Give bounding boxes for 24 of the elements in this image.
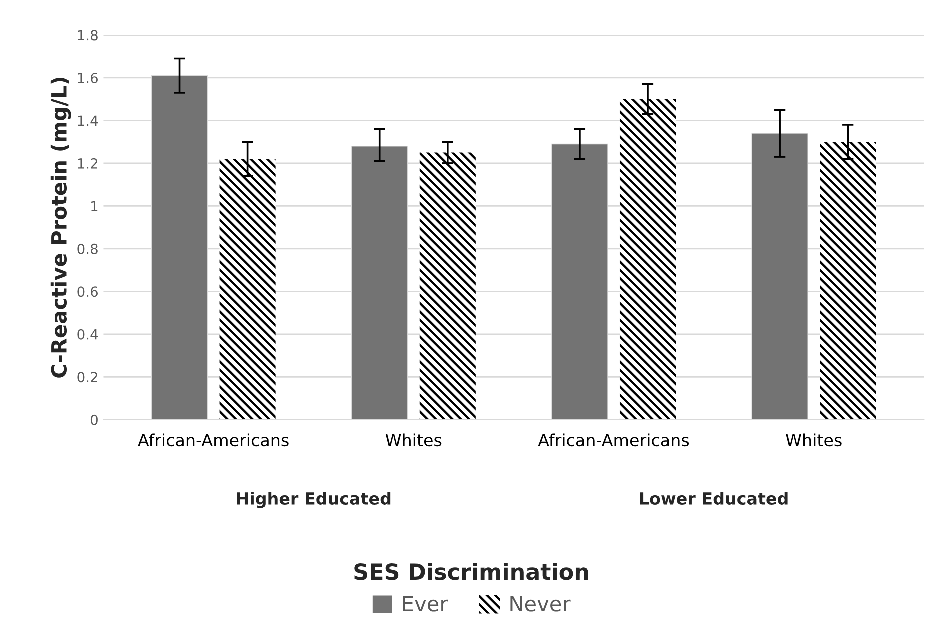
y-tick-label: 0.4 [78,329,98,340]
bar [220,159,276,420]
y-tick-label: 0 [90,414,98,426]
bar [420,152,476,420]
y-tick-label: 1.6 [78,72,98,84]
x-tick-label: Whites [386,434,442,447]
bar [820,142,876,420]
y-tick-label: 1 [92,201,98,212]
y-tick-label: 1.8 [78,30,98,41]
legend-label: Never [510,596,571,612]
x-tick-label: Whites [786,434,842,447]
y-tick-label: 0.8 [78,244,98,254]
x-tick-label: African-Americans [538,434,690,447]
text: Lower Educated [640,492,788,505]
text: Higher Educated [237,492,391,508]
y-tick-label: 1.4 [78,116,98,126]
legend-title: SES Discrimination [354,563,588,580]
y-tick-label: 0.2 [78,372,98,383]
x-tick-label: African-Americans [138,434,289,447]
legend-label: Ever [403,596,448,612]
bar [620,99,676,420]
y-tick-label: 1.2 [78,158,98,169]
y-axis-title: C-Reactive Protein (mg/L) [50,78,72,378]
y-tick-label: 0.6 [78,286,98,298]
